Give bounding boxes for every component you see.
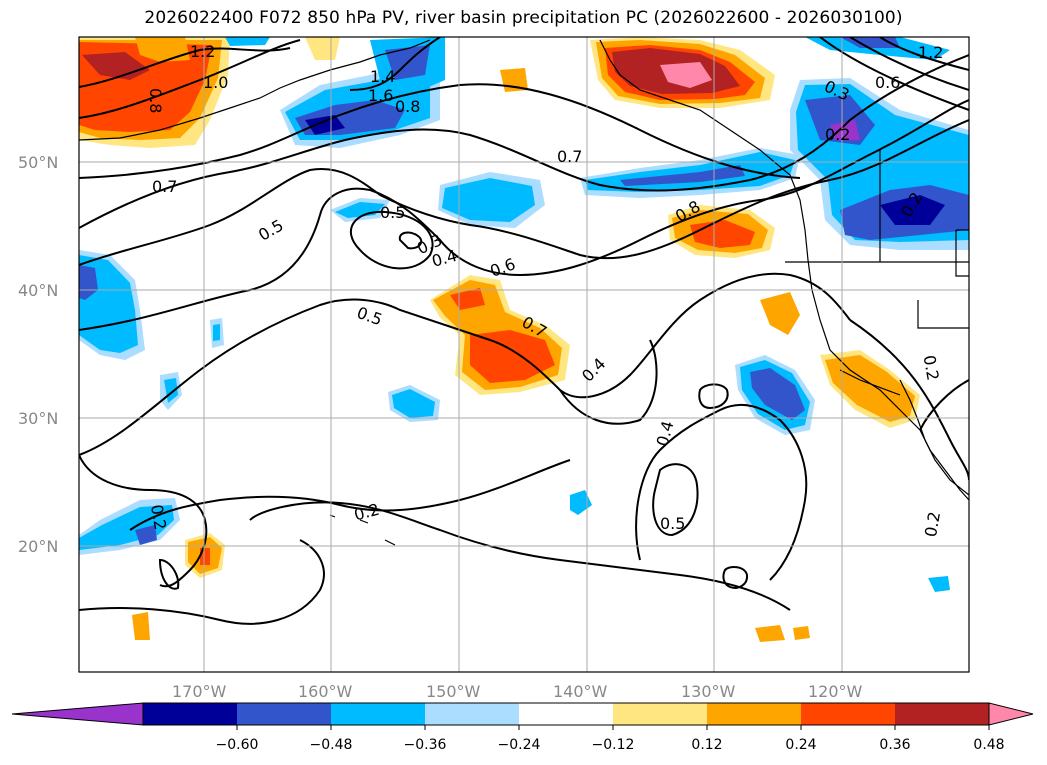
contour-label: 0.7 xyxy=(557,147,582,166)
contour-label: 1.6 xyxy=(368,86,393,105)
colorbar-swatch xyxy=(707,703,801,725)
colorbar-swatch xyxy=(237,703,331,725)
colorbar-swatch xyxy=(801,703,895,725)
lon-labels: 170°W 160°W 150°W 140°W 130°W 120°W xyxy=(172,682,863,701)
plot-frame xyxy=(78,36,970,673)
contour-label: 1.2 xyxy=(918,43,943,62)
contour-label: 1.0 xyxy=(203,73,228,92)
coastline-layer xyxy=(79,39,969,546)
contour-label: 0.2 xyxy=(921,510,944,538)
contour-label: 1.4 xyxy=(370,67,395,86)
contour-label: 0.2 xyxy=(825,125,850,144)
contour-label: 0.2 xyxy=(147,503,170,531)
contour-label: 0.2 xyxy=(920,354,943,382)
colorbar-extend-max xyxy=(988,702,1034,726)
lat-label: 50°N xyxy=(18,153,58,172)
contour-label: 0.5 xyxy=(660,514,685,533)
colorbar-tick-label: −0.36 xyxy=(404,737,447,753)
lon-label: 120°W xyxy=(808,682,863,701)
colorbar-tick-label: −0.60 xyxy=(216,737,259,753)
colorbar-swatch xyxy=(895,703,989,725)
colorbar-tick-label: 0.36 xyxy=(879,737,910,753)
contour-label: 0.8 xyxy=(395,97,420,116)
colorbar-tick-label: 0.12 xyxy=(691,737,722,753)
lat-labels: 50°N 40°N 30°N 20°N xyxy=(18,153,58,556)
colorbar: −0.60 −0.48 −0.36 −0.24 −0.12 0.12 0.24 0.36 0.4… xyxy=(11,702,1034,753)
lat-label: 20°N xyxy=(18,537,58,556)
contour-label: 0.7 xyxy=(152,177,177,196)
lon-label: 160°W xyxy=(298,682,353,701)
lon-label: 140°W xyxy=(553,682,608,701)
lon-label: 170°W xyxy=(172,682,227,701)
lat-label: 40°N xyxy=(18,281,58,300)
colorbar-swatch xyxy=(613,703,707,725)
colorbar-tick-label: 0.24 xyxy=(785,737,816,753)
pv-contour-layer xyxy=(79,37,969,625)
contour-label: 0.6 xyxy=(875,73,900,92)
colorbar-swatch xyxy=(331,703,425,725)
lat-label: 30°N xyxy=(18,409,58,428)
colorbar-swatch xyxy=(519,703,613,725)
colorbar-swatch xyxy=(425,703,519,725)
contour-label: 0.8 xyxy=(146,88,165,113)
colorbar-tick-label: −0.48 xyxy=(310,737,353,753)
lon-label: 130°W xyxy=(681,682,736,701)
colorbar-extend-min xyxy=(11,702,144,726)
contour-label: 1.2 xyxy=(190,42,215,61)
colorbar-tick-label: −0.12 xyxy=(592,737,635,753)
map-title: 2026022400 F072 850 hPa PV, river basin … xyxy=(144,8,903,28)
colorbar-swatch xyxy=(143,703,237,725)
contour-label: 0.5 xyxy=(380,203,405,222)
colorbar-tick-label: −0.24 xyxy=(498,737,541,753)
colorbar-tick-label: 0.48 xyxy=(973,737,1004,753)
colorbar-frame xyxy=(142,702,990,726)
lon-label: 150°W xyxy=(426,682,481,701)
graticule xyxy=(79,37,969,672)
precip-fill-layer xyxy=(79,37,969,642)
